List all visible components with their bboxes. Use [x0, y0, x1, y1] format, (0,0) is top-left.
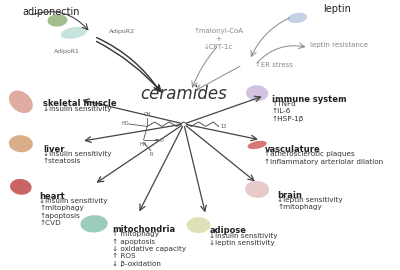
Text: 13: 13: [220, 124, 227, 129]
Text: adipose: adipose: [210, 226, 246, 235]
Ellipse shape: [10, 179, 32, 195]
Text: AdipoR1: AdipoR1: [54, 49, 80, 54]
Ellipse shape: [245, 181, 269, 198]
Ellipse shape: [186, 217, 210, 233]
Text: vasculature: vasculature: [264, 145, 320, 154]
Text: ↓insulin sensitivity
↓leptin sensitivity: ↓insulin sensitivity ↓leptin sensitivity: [210, 232, 278, 246]
Text: ↓insulin sensitivity
↑steatosis: ↓insulin sensitivity ↑steatosis: [43, 151, 111, 164]
Text: ceramides: ceramides: [140, 85, 227, 103]
Ellipse shape: [80, 215, 108, 232]
Text: leptin: leptin: [323, 4, 351, 14]
Text: immune system: immune system: [272, 95, 346, 104]
Text: R: R: [149, 152, 152, 157]
Text: mitochondria: mitochondria: [112, 225, 176, 234]
Text: skeletal muscle: skeletal muscle: [43, 99, 116, 108]
Ellipse shape: [9, 135, 33, 152]
Text: liver: liver: [43, 145, 64, 154]
Text: leptin resistance: leptin resistance: [310, 42, 368, 48]
Ellipse shape: [288, 13, 307, 23]
Ellipse shape: [248, 141, 267, 149]
Ellipse shape: [61, 27, 87, 39]
Text: ↓leptin sensitivity
↑mitophagy: ↓leptin sensitivity ↑mitophagy: [277, 197, 343, 210]
Text: ↑atherosclerotic plaques
↑inflammatory arteriolar dilation: ↑atherosclerotic plaques ↑inflammatory a…: [264, 151, 384, 165]
Text: HO: HO: [121, 122, 129, 126]
Ellipse shape: [48, 14, 68, 27]
Text: ↑ER stress: ↑ER stress: [255, 62, 293, 68]
Text: ↑malonyl-CoA
+
↓CPT-1c: ↑malonyl-CoA + ↓CPT-1c: [194, 28, 244, 49]
Text: AdipoR2: AdipoR2: [109, 29, 135, 34]
Text: O: O: [160, 137, 164, 143]
Text: brain: brain: [277, 191, 302, 200]
Text: ↑ mitophagy
↑ apoptosis
↓ oxidative capacity
↑ ROS
↓ β-oxidation: ↑ mitophagy ↑ apoptosis ↓ oxidative capa…: [112, 231, 186, 267]
Text: ↓insulin sensitivity: ↓insulin sensitivity: [43, 106, 111, 112]
Ellipse shape: [9, 90, 33, 113]
Text: heart: heart: [39, 192, 65, 201]
Text: adiponectin: adiponectin: [23, 7, 80, 17]
Text: ↑TNFα
↑IL-6
↑HSP-1β: ↑TNFα ↑IL-6 ↑HSP-1β: [272, 101, 304, 122]
Text: OH: OH: [144, 112, 151, 117]
Text: ↓insulin sensitivity
↑mitophagy
↑apoptosis
↑CVD: ↓insulin sensitivity ↑mitophagy ↑apoptos…: [39, 198, 108, 226]
Text: HN: HN: [140, 143, 147, 147]
Ellipse shape: [246, 85, 268, 101]
